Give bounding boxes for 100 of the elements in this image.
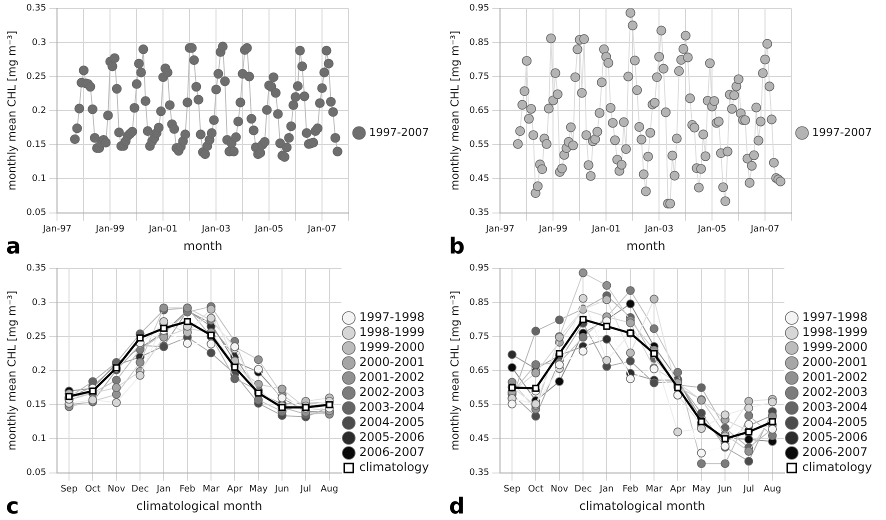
x-tick-label: Oct — [84, 484, 101, 495]
x-tick-label: May — [692, 484, 712, 495]
legend-label: 2005-2006 — [359, 430, 425, 444]
x-tick-label: Mar — [202, 484, 220, 495]
legend-label: 2006-2007 — [802, 445, 868, 460]
y-tick-label: 0.35 — [26, 264, 46, 274]
x-tick-label: Sep — [60, 484, 78, 495]
x-tick-label: Jan-05 — [696, 224, 726, 235]
y-tick-label: 0.35 — [26, 4, 46, 14]
x-tick-label: Nov — [108, 484, 126, 495]
y-tick-label: 0.75 — [469, 72, 490, 82]
x-tick-label: Apr — [670, 484, 686, 495]
x-tick-label: Jan-07 — [750, 224, 780, 235]
legend-label: 1997-2007 — [812, 126, 872, 139]
y-tick-label: 0.35 — [469, 468, 490, 478]
x-axis-title: month — [183, 238, 222, 253]
x-axis-title: climatological month — [136, 498, 262, 513]
x-tick-label: Jan-05 — [254, 224, 284, 235]
x-tick-label: Dec — [131, 484, 149, 495]
y-tick-label: 0.65 — [469, 106, 490, 116]
x-tick-label: Apr — [226, 484, 243, 495]
x-tick-label: Jan-01 — [148, 224, 178, 235]
y-tick-label: 0.65 — [469, 366, 490, 376]
y-tick-label: 0.75 — [469, 332, 490, 342]
y-axis-title: monthly mean CHL [mg m⁻³] — [448, 290, 462, 450]
x-tick-label: Jul — [742, 484, 754, 495]
legend-label: 1998-1999 — [802, 325, 868, 340]
x-axis-title: climatological month — [579, 498, 706, 513]
x-tick-label: Jan-03 — [200, 224, 230, 235]
x-axis-title: month — [626, 238, 666, 253]
text: a — [6, 234, 21, 260]
y-tick-label: 0.95 — [469, 264, 490, 274]
y-tick-label: 0.05 — [26, 468, 46, 478]
x-tick-label: Jan — [598, 484, 614, 495]
legend-label: 1997-2007 — [369, 126, 430, 139]
y-tick-label: 0.05 — [26, 208, 46, 218]
y-tick-label: 0.1 — [32, 434, 46, 444]
legend-label: 2004-2005 — [359, 415, 425, 430]
y-tick-label: 0.55 — [469, 400, 490, 410]
y-tick-label: 0.1 — [32, 174, 46, 184]
x-tick-label: Jan-07 — [306, 224, 336, 235]
x-tick-label: Jan-97 — [42, 224, 72, 235]
y-tick-label: 0.25 — [26, 332, 46, 342]
legend-label: 2002-2003 — [802, 385, 868, 400]
y-tick-label: 0.25 — [26, 72, 46, 82]
y-tick-label: 0.35 — [469, 208, 490, 218]
x-tick-label: Feb — [179, 484, 196, 495]
text: b — [449, 234, 465, 260]
x-tick-label: Mar — [646, 484, 663, 495]
legend-label: 2004-2005 — [802, 415, 868, 430]
x-tick-label: Jan-97 — [484, 224, 515, 235]
x-tick-label: Nov — [550, 484, 569, 495]
x-tick-label: Jan-99 — [94, 224, 125, 235]
legend-label: 1999-2000 — [802, 340, 868, 354]
x-tick-label: Jan-99 — [538, 224, 568, 235]
legend-label: 2006-2007 — [359, 445, 425, 460]
legend-label: 2000-2001 — [359, 355, 425, 370]
y-tick-label: 0.85 — [469, 38, 490, 48]
y-tick-label: 0.2 — [32, 366, 46, 376]
legend-label: 1999-2000 — [359, 340, 425, 354]
x-tick-label: Sep — [504, 484, 521, 495]
legend-label: 2001-2002 — [802, 370, 868, 384]
legend-label: 1998-1999 — [359, 325, 425, 340]
x-tick-label: Jan — [156, 484, 171, 495]
x-tick-label: Jun — [274, 484, 290, 495]
y-axis-title: monthly mean CHL [mg m⁻³] — [5, 30, 18, 190]
x-tick-label: Oct — [528, 484, 544, 495]
legend-label: 2003-2004 — [359, 400, 425, 414]
y-tick-label: 0.95 — [469, 4, 490, 14]
y-tick-label: 0.45 — [469, 434, 490, 444]
x-tick-label: Jan-03 — [644, 224, 674, 235]
y-tick-label: 0.15 — [26, 140, 46, 150]
y-tick-label: 0.2 — [32, 106, 46, 116]
legend-label: 2005-2006 — [802, 430, 868, 444]
legend-label: climatology — [359, 460, 429, 474]
legend-label: climatology — [802, 460, 872, 474]
x-tick-label: Aug — [320, 484, 338, 495]
x-tick-label: Dec — [574, 484, 592, 495]
y-tick-label: 0.55 — [469, 140, 490, 150]
y-tick-label: 0.85 — [469, 298, 490, 308]
text: c — [6, 494, 20, 520]
legend-label: 1997-1998 — [359, 310, 425, 324]
legend-label: 2003-2004 — [802, 400, 868, 414]
x-tick-label: Jun — [717, 484, 732, 495]
y-tick-label: 0.3 — [32, 38, 46, 48]
legend-label: 2000-2001 — [802, 355, 868, 370]
y-tick-label: 0.15 — [26, 400, 46, 410]
x-tick-label: Jul — [299, 484, 312, 495]
x-tick-label: May — [249, 484, 268, 495]
legend-label: 2001-2002 — [359, 370, 425, 384]
legend-label: 2002-2003 — [359, 385, 425, 400]
x-tick-label: Jan-01 — [590, 224, 620, 235]
text: d — [449, 494, 465, 520]
legend-label: 1997-1998 — [802, 310, 868, 324]
y-tick-label: 0.3 — [32, 298, 46, 308]
y-tick-label: 0.45 — [469, 174, 490, 184]
x-tick-label: Aug — [764, 484, 782, 495]
x-tick-label: Feb — [622, 484, 639, 495]
y-axis-title: monthly mean CHL [mg m⁻³] — [448, 30, 462, 190]
y-axis-title: monthly mean CHL [mg m⁻³] — [5, 290, 18, 450]
